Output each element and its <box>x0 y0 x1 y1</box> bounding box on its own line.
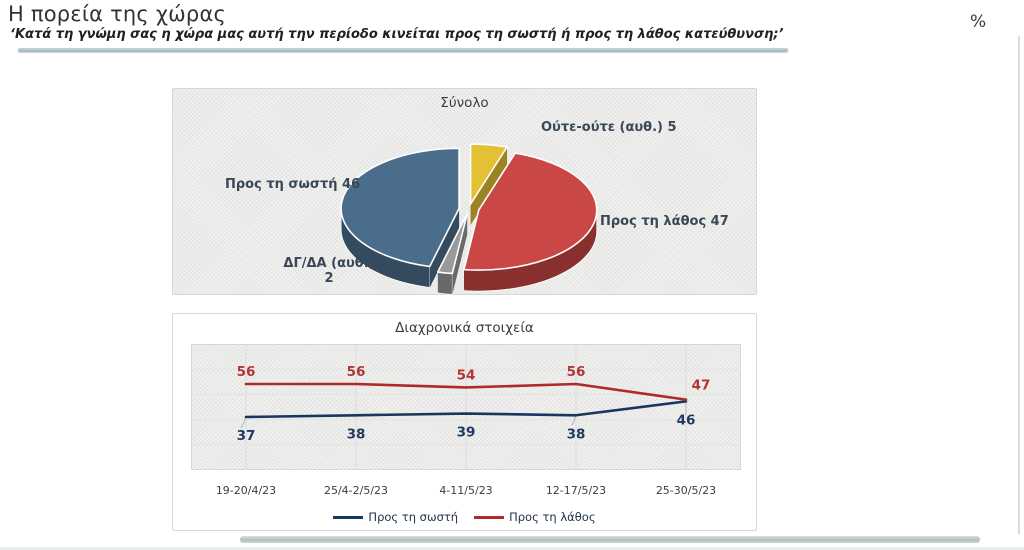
svg-text:4-11/5/23: 4-11/5/23 <box>439 484 492 497</box>
bottom-accent-bar <box>240 536 980 543</box>
pie-chart-title: Σύνολο <box>440 95 489 111</box>
slide-right-edge <box>1018 36 1020 534</box>
page-title: Η πορεία της χώρας <box>8 2 227 26</box>
legend-label-sosti: Προς τη σωστή <box>368 510 459 524</box>
svg-text:54: 54 <box>457 367 476 383</box>
legend-swatch-lathos-icon <box>474 515 505 519</box>
legend-entry-lathos: Προς τη λάθος <box>474 510 596 524</box>
svg-text:47: 47 <box>692 378 711 394</box>
svg-text:39: 39 <box>457 425 476 441</box>
pie-label-pros-ti-lathos: Προς τη λάθος 47 <box>600 214 729 229</box>
legend-swatch-sosti-icon <box>333 515 364 519</box>
percent-unit-label: % <box>970 12 987 32</box>
legend-label-lathos: Προς τη λάθος <box>509 510 596 524</box>
line-chart-title: Διαχρονικά στοιχεία <box>395 320 534 336</box>
pie-label-pros-ti-sosti: Προς τη σωστή 46 <box>225 177 361 192</box>
svg-text:25-30/5/23: 25-30/5/23 <box>656 484 716 497</box>
subtitle-underline <box>18 48 788 52</box>
pie-chart-panel: Σύνολο Προς τη σωστή 46 Προς τη λάθος 47… <box>172 88 757 295</box>
bottom-edge-strip <box>0 547 1024 550</box>
pie-label-dg-da: ΔΓ/ΔΑ (αυθ.) 2 <box>283 256 375 286</box>
svg-text:19-20/4/23: 19-20/4/23 <box>216 484 276 497</box>
pie-chart <box>340 143 598 295</box>
legend-entry-sosti: Προς τη σωστή <box>333 510 458 524</box>
svg-text:38: 38 <box>567 426 586 442</box>
svg-text:56: 56 <box>237 364 256 380</box>
svg-text:56: 56 <box>567 364 586 380</box>
pie-label-oute-oute: Ούτε-ούτε (αυθ.) 5 <box>541 120 677 135</box>
survey-question: ‘Κατά τη γνώμη σας η χώρα μας αυτή την π… <box>10 27 784 42</box>
line-chart: 56 56 54 56 47 37 38 39 38 46 19-20/4/23 25/4-2/5/2… <box>191 344 741 497</box>
svg-text:38: 38 <box>347 426 366 442</box>
svg-text:25/4-2/5/23: 25/4-2/5/23 <box>324 484 388 497</box>
svg-text:37: 37 <box>237 428 256 444</box>
svg-text:56: 56 <box>347 364 366 380</box>
line-chart-panel: Διαχρονικά στοιχεία 56 56 54 56 47 37 38 39 38 46… <box>172 313 757 531</box>
line-chart-legend: Προς τη σωστή Προς τη λάθος <box>173 510 756 524</box>
svg-text:12-17/5/23: 12-17/5/23 <box>546 484 606 497</box>
svg-text:46: 46 <box>677 412 696 428</box>
